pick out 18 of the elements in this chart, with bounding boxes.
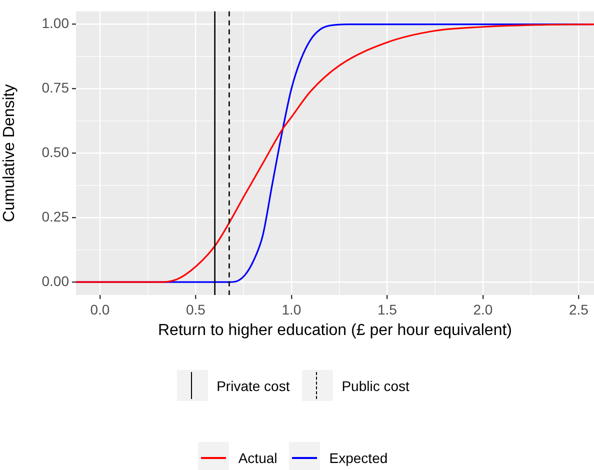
x-tick-label: 2.0	[473, 301, 493, 318]
y-tick-label: 0.25	[42, 208, 70, 225]
legend-label: Actual	[238, 450, 278, 466]
y-axis-title: Cumulative Density	[1, 84, 18, 222]
line-series	[76, 23, 594, 283]
y-tick-label: 0.75	[42, 80, 70, 96]
x-tick-label: 1.0	[282, 301, 302, 318]
x-tick-label: 2.5	[568, 301, 589, 318]
x-tick-label: 1.5	[377, 301, 398, 318]
x-axis-title: Return to higher education (£ per hour equivalent)	[158, 322, 512, 339]
legend-label: Private cost	[216, 378, 290, 394]
legend-label: Expected	[329, 450, 388, 466]
y-tick-label: 0.00	[42, 272, 70, 289]
x-tick-label: 0.5	[186, 301, 206, 318]
y-tick-label: 1.00	[42, 15, 70, 32]
legend-label: Public cost	[342, 378, 410, 394]
x-tick-label: 0.0	[90, 301, 110, 318]
y-tick-label: 0.50	[42, 144, 70, 160]
